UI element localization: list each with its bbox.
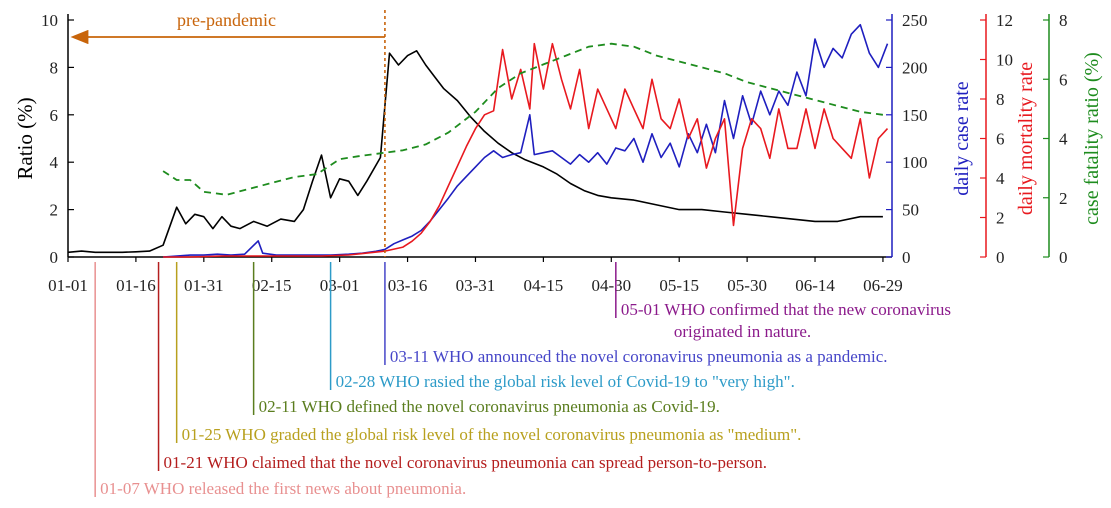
- daily-case-tick-label: 50: [902, 201, 919, 220]
- daily-mortality-tick-label: 8: [996, 90, 1005, 109]
- event-note-text: 03-11 WHO announced the novel coronaviru…: [390, 347, 888, 366]
- case-fatality-series-line: [162, 42, 884, 196]
- daily-case-axis-title: daily case rate: [951, 81, 973, 195]
- pre-pandemic-label: pre-pandemic: [177, 10, 276, 30]
- x-tick-label: 03-16: [388, 276, 428, 295]
- x-tick-label: 06-14: [795, 276, 835, 295]
- x-tick-label: 06-29: [863, 276, 903, 295]
- event-note-text: 01-21 WHO claimed that the novel coronav…: [164, 453, 767, 472]
- x-tick-label: 03-31: [456, 276, 496, 295]
- ratio-tick-label: 8: [50, 58, 59, 77]
- x-tick-label: 03-01: [320, 276, 360, 295]
- event-note-text: 01-07 WHO released the first news about …: [100, 479, 466, 498]
- daily-case-tick-label: 100: [902, 153, 928, 172]
- ratio-tick-label: 10: [41, 11, 58, 30]
- daily-case-tick-label: 250: [902, 11, 928, 30]
- event-note-text-cont: originated in nature.: [674, 322, 811, 341]
- daily-case-tick-label: 0: [902, 248, 911, 267]
- event-note-text: 05-01 WHO confirmed that the new coronav…: [621, 300, 951, 319]
- event-note-text: 02-11 WHO defined the novel coronavirus …: [259, 397, 720, 416]
- case-fatality-tick-label: 2: [1059, 189, 1068, 208]
- series: [67, 23, 889, 258]
- daily-mortality-tick-label: 0: [996, 248, 1005, 267]
- daily-mortality-axis-title: daily mortality rate: [1015, 62, 1037, 215]
- ratio-series-line: [67, 49, 883, 254]
- x-tick-label: 01-16: [116, 276, 156, 295]
- daily-mortality-tick-label: 2: [996, 209, 1005, 228]
- daily-case-tick-label: 150: [902, 106, 928, 125]
- daily-mortality-tick-label: 4: [996, 169, 1005, 188]
- x-tick-label: 04-30: [591, 276, 631, 295]
- daily-case-series-line: [163, 23, 889, 258]
- axes: 0 2 4 6 8 10 Ratio (%) 01-01 01-16 01-31 02-15 03-0…: [13, 11, 1103, 295]
- ratio-tick-label: 4: [50, 153, 59, 172]
- annotations: pre-pandemic: [70, 10, 386, 257]
- ratio-tick-label: 0: [50, 248, 59, 267]
- event-note-text: 01-25 WHO graded the global risk level o…: [182, 425, 802, 444]
- ratio-axis-title: Ratio (%): [13, 97, 37, 179]
- x-tick-label: 04-15: [524, 276, 564, 295]
- daily-case-tick-label: 200: [902, 58, 928, 77]
- ratio-tick-label: 6: [50, 106, 59, 125]
- daily-mortality-tick-label: 10: [996, 51, 1013, 70]
- x-tick-label: 02-15: [252, 276, 292, 295]
- case-fatality-tick-label: 6: [1059, 70, 1068, 89]
- daily-mortality-tick-label: 6: [996, 130, 1005, 149]
- daily-mortality-tick-label: 12: [996, 11, 1013, 30]
- x-tick-label: 05-15: [659, 276, 699, 295]
- ratio-tick-label: 2: [50, 201, 59, 220]
- x-tick-label: 01-01: [48, 276, 88, 295]
- case-fatality-tick-label: 8: [1059, 11, 1068, 30]
- case-fatality-tick-label: 4: [1059, 130, 1068, 149]
- event-notes: 05-01 WHO confirmed that the new coronav…: [94, 262, 951, 498]
- event-note-text: 02-28 WHO rasied the global risk level o…: [336, 372, 795, 391]
- x-tick-label: 01-31: [184, 276, 224, 295]
- case-fatality-tick-label: 0: [1059, 248, 1068, 267]
- daily-mortality-series-line: [163, 42, 889, 258]
- case-fatality-axis-title: case fatality ratio (%): [1081, 52, 1103, 225]
- x-tick-label: 05-30: [727, 276, 767, 295]
